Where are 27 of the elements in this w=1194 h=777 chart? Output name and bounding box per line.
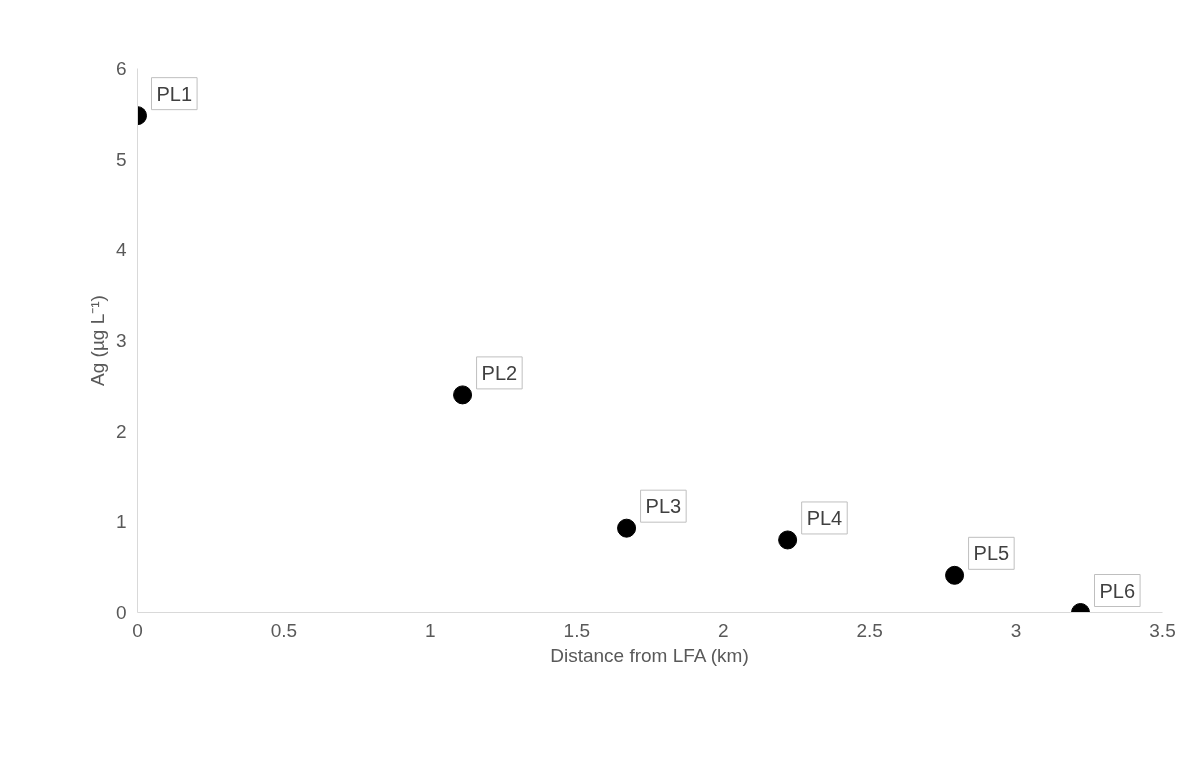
- annotation: PL1: [156, 82, 193, 105]
- y-tick-label: 3: [115, 330, 127, 351]
- point: [945, 565, 965, 585]
- x-tick-label: 3.5: [1149, 619, 1176, 641]
- annotation: PL4: [806, 506, 843, 529]
- annotation: PL5: [973, 542, 1010, 565]
- y-tick-label: 0: [115, 602, 127, 623]
- point: [778, 530, 798, 550]
- annotation: PL6: [1099, 579, 1136, 602]
- x-tick-label: 1.5: [563, 619, 590, 641]
- y-axis-title: Ag (µg L⁻¹): [86, 295, 108, 386]
- x-tick-label: 2.5: [856, 619, 883, 641]
- y-tick-label: 4: [115, 239, 127, 261]
- y-tick-label: 2: [115, 420, 127, 442]
- y-tick-label: 6: [115, 58, 127, 79]
- point: [617, 518, 637, 538]
- y-tick-label: 1: [115, 511, 127, 533]
- point: [453, 385, 473, 405]
- y-tick-label: 5: [115, 148, 127, 170]
- x-tick-label: 1: [425, 619, 436, 641]
- x-axis-title: Distance from LFA (km): [550, 644, 749, 666]
- x-tick-label: 0.5: [270, 619, 298, 641]
- x-tick-label: 2: [717, 619, 729, 641]
- annotation: PL2: [481, 361, 518, 384]
- x-tick-label: 3: [1010, 619, 1022, 641]
- annotation: PL3: [645, 495, 682, 518]
- x-tick-label: 0: [132, 619, 143, 641]
